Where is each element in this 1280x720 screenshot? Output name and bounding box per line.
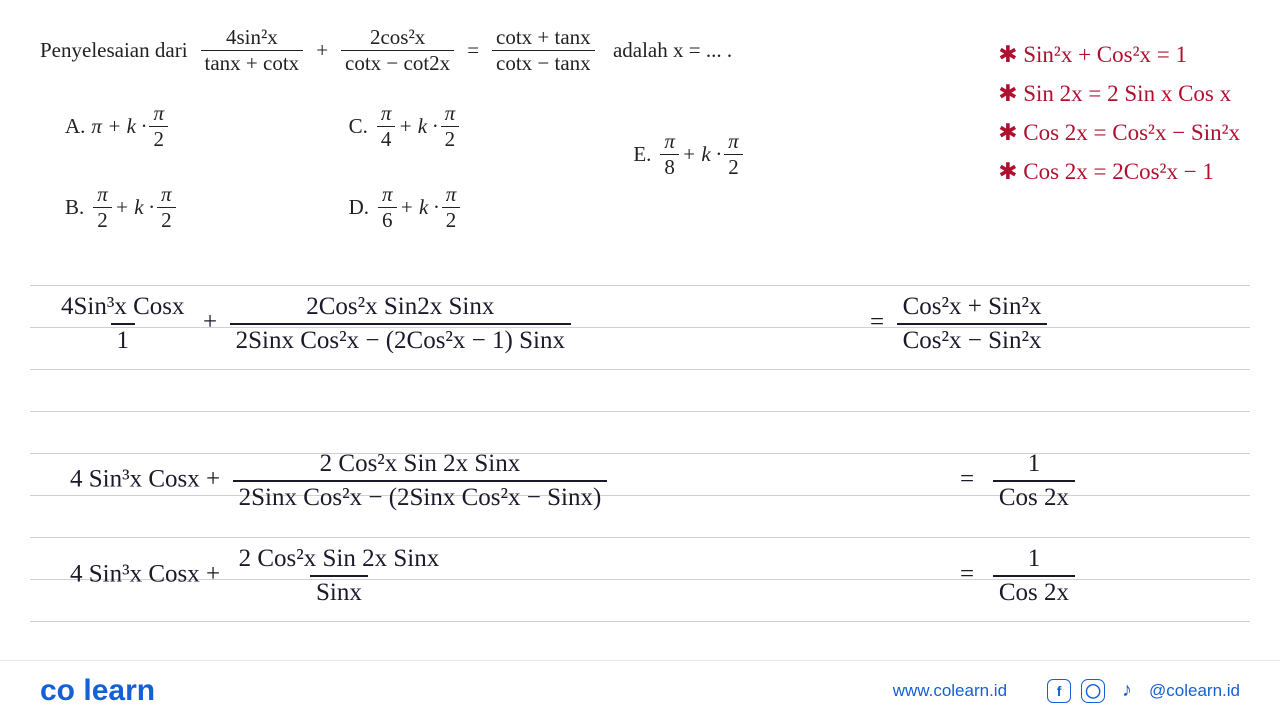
identity-4: ✱ Cos 2x = 2Cos²x − 1 (998, 152, 1240, 191)
footer: co learn www.colearn.id f ◯ ♪ @colearn.i… (0, 660, 1280, 720)
trig-identities: ✱ Sin²x + Cos²x = 1 ✱ Sin 2x = 2 Sin x C… (998, 35, 1240, 191)
website-url: www.colearn.id (893, 681, 1007, 701)
lhs-fraction-1: 4sin²x tanx + cotx (201, 25, 304, 76)
rhs-fraction: cotx + tanx cotx − tanx (492, 25, 595, 76)
option-b: B. π2 + k · π2 (65, 182, 179, 233)
option-a: A. π + k · π2 (65, 101, 179, 152)
work-line-3-rhs: = 1 Cos 2x (960, 545, 1075, 607)
working-area: 4Sin³x Cosx 1 + 2Cos²x Sin2x Sinx 2Sinx … (0, 285, 1280, 655)
lead-text: Penyelesaian dari (40, 38, 188, 63)
social-handle: @colearn.id (1149, 681, 1240, 701)
work-line-2: 4 Sin³x Cosx + 2 Cos²x Sin 2x Sinx 2Sinx… (70, 450, 607, 512)
work-line-1-rhs: = Cos²x + Sin²x Cos²x − Sin²x (870, 293, 1047, 355)
work-line-1: 4Sin³x Cosx 1 + 2Cos²x Sin2x Sinx 2Sinx … (55, 293, 571, 355)
facebook-icon: f (1047, 679, 1071, 703)
option-c: C. π4 + k · π2 (349, 101, 464, 152)
option-d: D. π6 + k · π2 (349, 182, 464, 233)
identity-1: ✱ Sin²x + Cos²x = 1 (998, 35, 1240, 74)
trail-text: adalah x = ... . (608, 38, 732, 63)
work-line-2-rhs: = 1 Cos 2x (960, 450, 1075, 512)
work-line-3: 4 Sin³x Cosx + 2 Cos²x Sin 2x Sinx Sinx (70, 545, 445, 607)
identity-2: ✱ Sin 2x = 2 Sin x Cos x (998, 74, 1240, 113)
tiktok-icon: ♪ (1115, 679, 1139, 703)
identity-3: ✱ Cos 2x = Cos²x − Sin²x (998, 113, 1240, 152)
instagram-icon: ◯ (1081, 679, 1105, 703)
option-e: E. π8 + k · π2 (633, 129, 745, 180)
brand-logo: co learn (40, 674, 155, 708)
lhs-fraction-2: 2cos²x cotx − cot2x (341, 25, 454, 76)
social-links: f ◯ ♪ @colearn.id (1047, 679, 1240, 703)
